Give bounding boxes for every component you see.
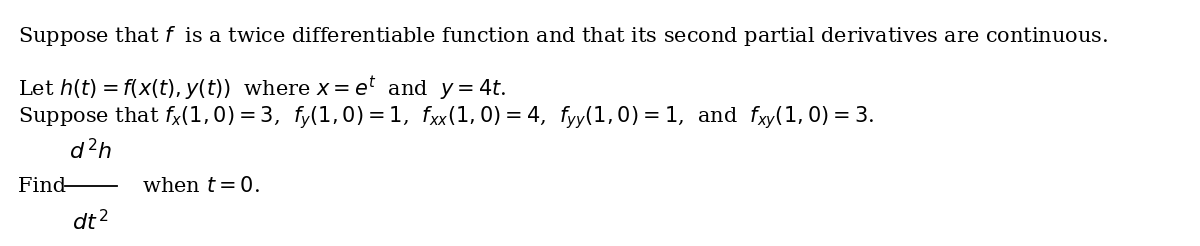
Text: Let $h(t) = f(x(t), y(t))$  where $x = e^t$  and  $y = 4t$.: Let $h(t) = f(x(t), y(t))$ where $x = e^… <box>18 74 506 103</box>
Text: $d^{\,2}h$: $d^{\,2}h$ <box>70 139 113 164</box>
Text: Find: Find <box>18 176 73 196</box>
Text: Suppose that $f_x(1,0) = 3$,  $f_y(1,0) = 1$,  $f_{xx}(1,0) = 4$,  $f_{yy}(1,0) : Suppose that $f_x(1,0) = 3$, $f_y(1,0) =… <box>18 104 874 131</box>
Text: when $t = 0$.: when $t = 0$. <box>130 176 260 196</box>
Text: Suppose that $f$  is a twice differentiable function and that its second partial: Suppose that $f$ is a twice differentiab… <box>18 24 1109 48</box>
Text: $dt^{\,2}$: $dt^{\,2}$ <box>72 210 109 235</box>
